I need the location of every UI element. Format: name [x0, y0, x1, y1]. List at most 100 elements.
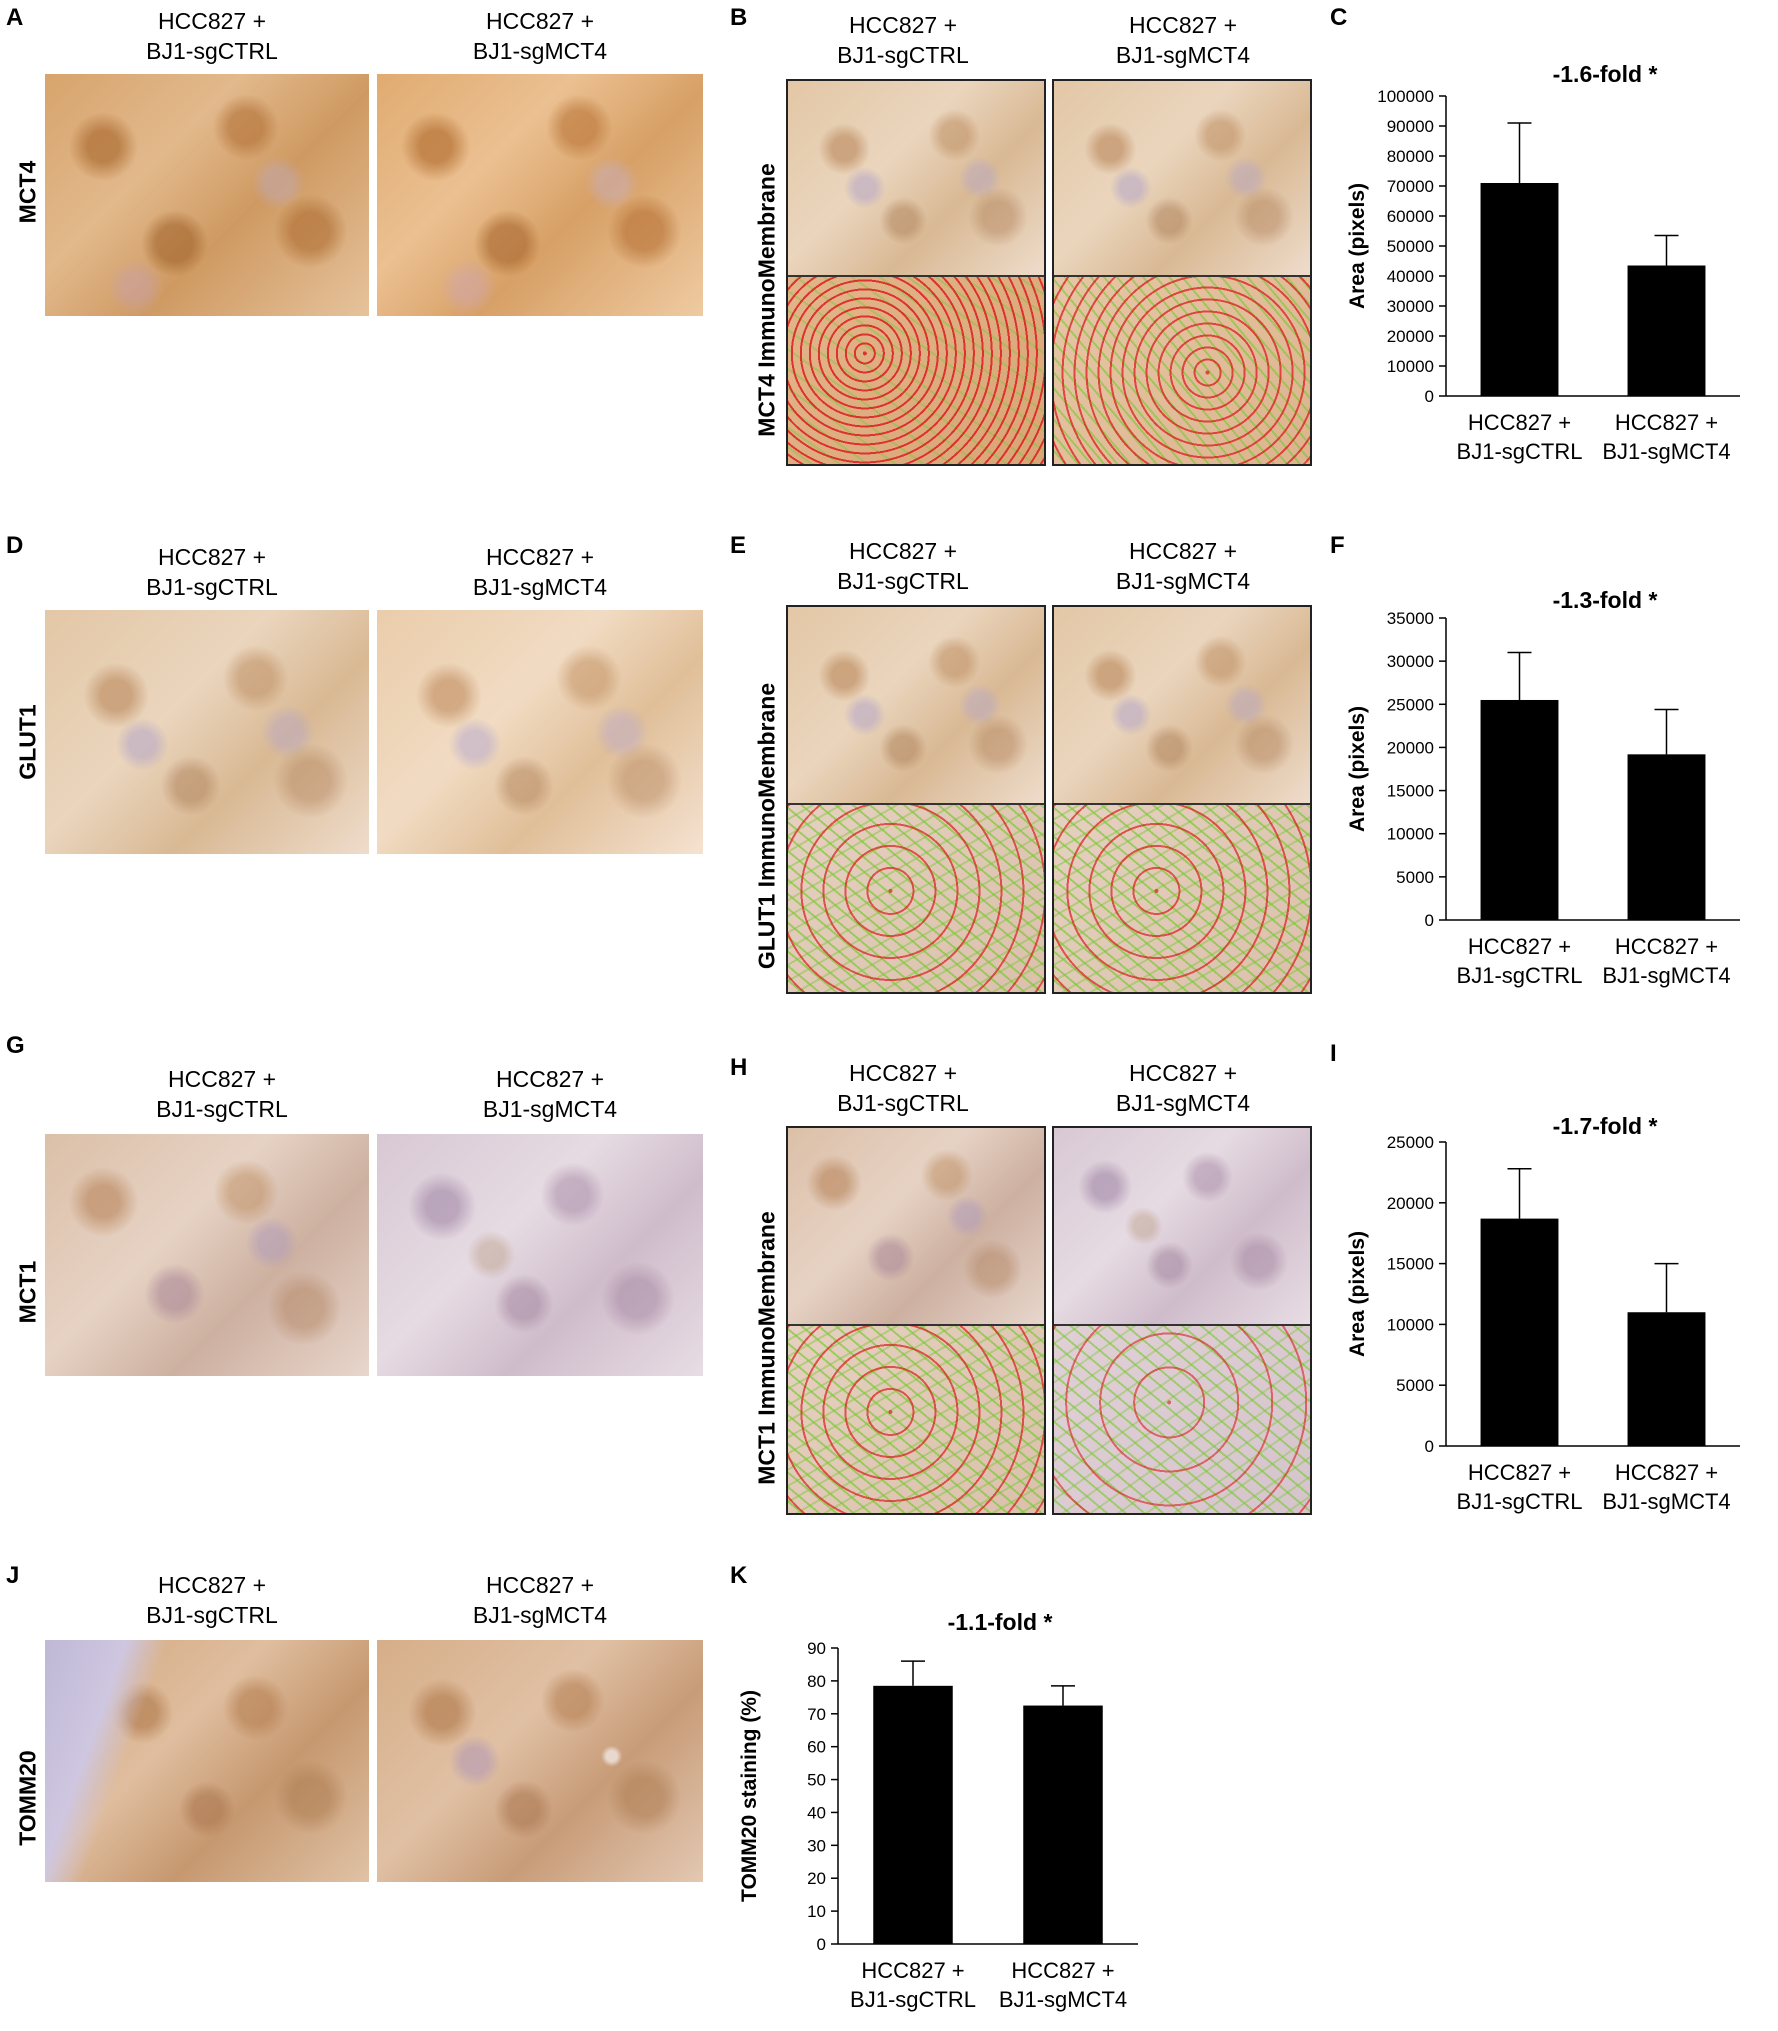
panel-letter-c: C — [1330, 4, 1348, 31]
ihc-image-mct1-ctrl — [45, 1134, 369, 1376]
ihc-image — [788, 81, 1044, 275]
immunomembrane-frame-glut1-ctrl — [786, 605, 1046, 994]
bar — [1627, 754, 1706, 920]
ihc-image — [1054, 607, 1310, 803]
x-tick-label: HCC827 + — [1615, 410, 1718, 435]
y-tick-label: 15000 — [1387, 782, 1434, 801]
bar — [1480, 183, 1559, 396]
condition-label-ctrl: HCC827 + BJ1-sgCTRL — [156, 1066, 288, 1122]
bar — [1627, 265, 1706, 396]
divider — [1054, 275, 1310, 277]
y-tick-label: 5000 — [1396, 868, 1434, 887]
bar-chart-c: 0 10000 20000 30000 40000 50000 60000 70000 8000… — [1320, 40, 1770, 480]
y-tick-label: 60 — [807, 1738, 826, 1757]
y-tick-label: 20000 — [1387, 327, 1434, 346]
bar — [873, 1685, 953, 1944]
bar — [1480, 1218, 1559, 1446]
panel-letter-h: H — [730, 1054, 748, 1081]
condition-label-mct4: HCC827 + BJ1-sgMCT4 — [1115, 1060, 1251, 1116]
condition-label-mct4: HCC827 + BJ1-sgMCT4 — [1115, 12, 1251, 68]
y-tick-label: 30 — [807, 1836, 826, 1855]
y-axis-label: TOMM20 staining (%) — [738, 1690, 761, 1902]
x-tick-label: HCC827 + — [861, 1958, 964, 1983]
x-tick-label: HCC827 + — [1615, 934, 1718, 959]
bar — [1023, 1705, 1103, 1944]
immunomembrane-frame-mct4-ctrl — [786, 79, 1046, 466]
ihc-image-tomm20-ctrl — [45, 1640, 369, 1882]
panel-letter-k: K — [730, 1562, 748, 1589]
y-tick-label: 0 — [1425, 387, 1434, 406]
panel-letter-g: G — [6, 1032, 25, 1059]
y-tick-label: 60000 — [1387, 207, 1434, 226]
condition-label-mct4: HCC827 + BJ1-sgMCT4 — [472, 1572, 608, 1628]
bar — [1480, 699, 1559, 920]
panel-letter-i: I — [1330, 1040, 1337, 1067]
y-tick-label: 0 — [1425, 911, 1434, 930]
x-tick-label: BJ1-sgMCT4 — [1602, 439, 1730, 464]
y-tick-label: 40000 — [1387, 267, 1434, 286]
x-tick-label: HCC827 + — [1615, 1460, 1718, 1485]
fold-change-annotation: -1.3-fold * — [1553, 587, 1658, 613]
divider — [788, 803, 1044, 805]
divider — [1054, 803, 1310, 805]
y-tick-label: 20000 — [1387, 738, 1434, 757]
x-tick-label: HCC827 + — [1468, 1460, 1571, 1485]
ihc-image-mct1-sgmct4 — [377, 1134, 703, 1376]
ihc-image — [788, 1128, 1044, 1324]
y-tick-label: 70000 — [1387, 177, 1434, 196]
y-tick-label: 80000 — [1387, 147, 1434, 166]
y-tick-label: 0 — [817, 1935, 826, 1954]
condition-label-ctrl: HCC827 + BJ1-sgCTRL — [837, 538, 969, 594]
condition-label-mct4: HCC827 + BJ1-sgMCT4 — [472, 544, 608, 600]
condition-label-mct4: HCC827 + BJ1-sgMCT4 — [472, 8, 608, 64]
ihc-image-glut1-sgmct4 — [377, 610, 703, 854]
chart-svg: 0 5000 10000 15000 20000 25000 Area (pixels) HC… — [1346, 1113, 1740, 1514]
divider — [1054, 1324, 1310, 1326]
row-label-mct4: MCT4 — [14, 160, 41, 224]
y-tick-label: 0 — [1425, 1437, 1434, 1456]
immunomembrane-frame-glut1-sgmct4 — [1052, 605, 1312, 994]
y-tick-label: 10000 — [1387, 825, 1434, 844]
x-tick-label: HCC827 + — [1468, 934, 1571, 959]
x-tick-label: BJ1-sgMCT4 — [999, 1987, 1127, 2012]
y-tick-label: 90 — [807, 1639, 826, 1658]
divider — [788, 1324, 1044, 1326]
y-tick-label: 50000 — [1387, 237, 1434, 256]
x-tick-label: BJ1-sgMCT4 — [1602, 1489, 1730, 1514]
ihc-image — [1054, 1128, 1310, 1324]
panel-letter-d: D — [6, 532, 24, 559]
x-tick-label: HCC827 + — [1011, 1958, 1114, 1983]
bar-chart-f: 0 5000 10000 15000 20000 25000 30000 35000 Area … — [1320, 570, 1770, 1010]
y-tick-label: 10 — [807, 1902, 826, 1921]
condition-label-ctrl: HCC827 + BJ1-sgCTRL — [837, 1060, 969, 1116]
y-tick-label: 25000 — [1387, 695, 1434, 714]
row-label-mct1: MCT1 — [14, 1260, 41, 1324]
condition-label-mct4: HCC827 + BJ1-sgMCT4 — [1115, 538, 1251, 594]
y-tick-label: 15000 — [1387, 1255, 1434, 1274]
y-tick-label: 80 — [807, 1672, 826, 1691]
y-tick-label: 20000 — [1387, 1194, 1434, 1213]
immunomembrane-frame-mct4-sgmct4 — [1052, 79, 1312, 466]
ihc-image-mct4-sgmct4 — [377, 74, 703, 316]
fold-change-annotation: -1.7-fold * — [1553, 1113, 1658, 1139]
ihc-image-tomm20-sgmct4 — [377, 1640, 703, 1882]
x-tick-label: BJ1-sgCTRL — [1457, 439, 1583, 464]
y-tick-label: 35000 — [1387, 609, 1434, 628]
condition-label-ctrl: HCC827 + BJ1-sgCTRL — [146, 1572, 278, 1628]
y-tick-label: 25000 — [1387, 1133, 1434, 1152]
y-tick-label: 5000 — [1396, 1376, 1434, 1395]
condition-label-ctrl: HCC827 + BJ1-sgCTRL — [146, 8, 278, 64]
panel-letter-f: F — [1330, 532, 1345, 559]
panel-letter-j: J — [6, 1562, 20, 1589]
y-tick-label: 20 — [807, 1869, 826, 1888]
panel-letter-a: A — [6, 4, 24, 31]
immunomembrane-frame-mct1-ctrl — [786, 1126, 1046, 1515]
row-label-mct1-immunomembrane: MCT1 ImmunoMembrane — [753, 1211, 780, 1485]
row-label-glut1-immunomembrane: GLUT1 ImmunoMembrane — [753, 682, 780, 970]
y-axis-label: Area (pixels) — [1346, 183, 1369, 309]
ihc-image — [1054, 81, 1310, 275]
y-tick-label: 90000 — [1387, 117, 1434, 136]
bar — [1627, 1312, 1706, 1446]
y-tick-label: 30000 — [1387, 297, 1434, 316]
y-axis-label: Area (pixels) — [1346, 1231, 1369, 1357]
